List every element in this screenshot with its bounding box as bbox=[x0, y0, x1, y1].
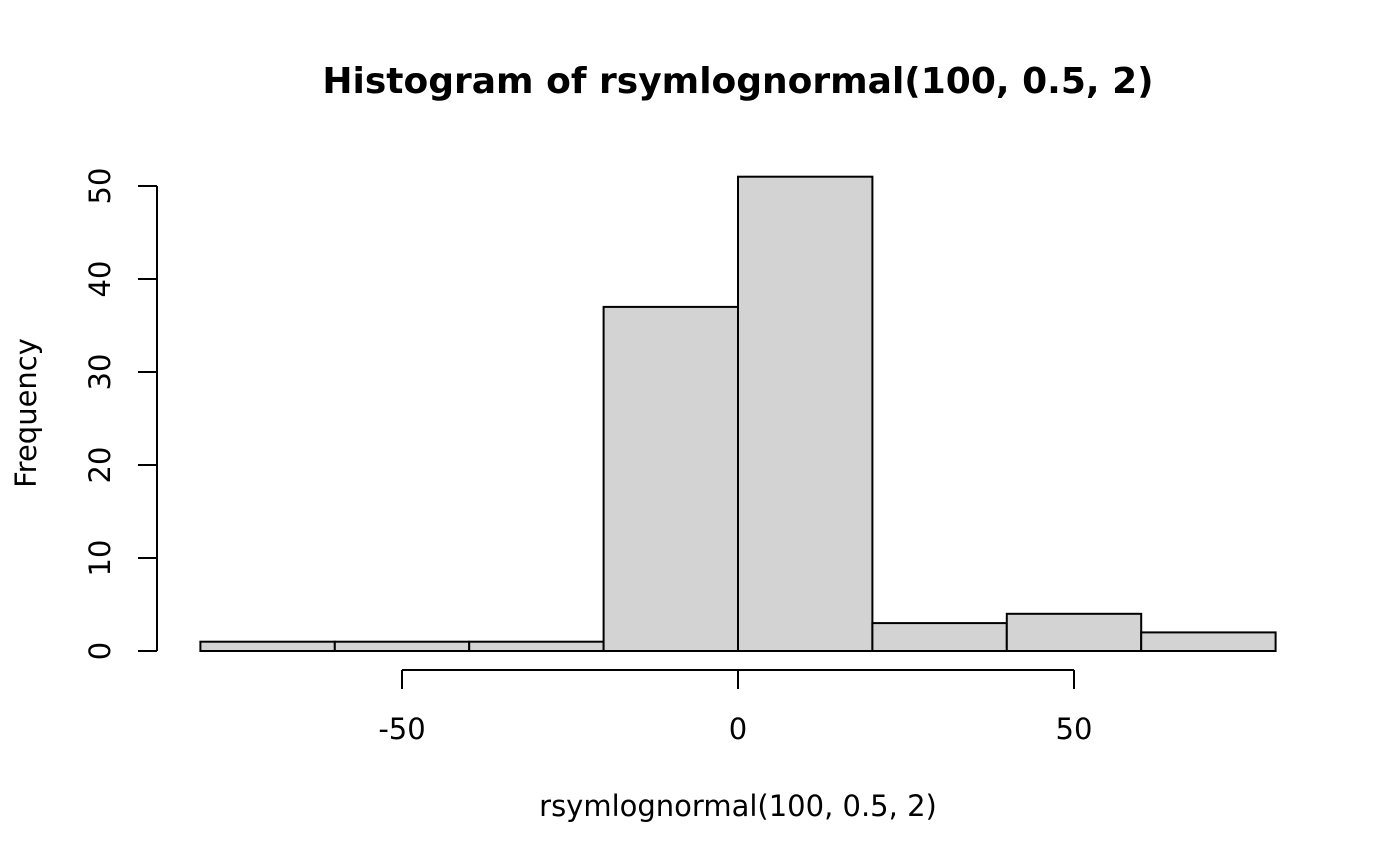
y-tick-label: 10 bbox=[83, 540, 117, 577]
y-axis-label: Frequency bbox=[9, 338, 43, 488]
histogram-bar bbox=[737, 175, 874, 652]
x-axis-label: rsymlognormal(100, 0.5, 2) bbox=[539, 789, 937, 823]
histogram-bar bbox=[333, 640, 471, 653]
y-tick-label: 40 bbox=[83, 261, 117, 298]
histogram-bar bbox=[602, 305, 739, 652]
histogram-bar bbox=[199, 640, 336, 653]
histogram-bar bbox=[1005, 612, 1143, 652]
y-tick-label: 20 bbox=[83, 447, 117, 484]
y-tick-label: 0 bbox=[83, 642, 117, 660]
histogram-bar bbox=[468, 640, 605, 653]
x-axis: -50 0 50 bbox=[378, 669, 1093, 746]
histogram-bar bbox=[1140, 631, 1277, 653]
chart-title: Histogram of rsymlognormal(100, 0.5, 2) bbox=[322, 61, 1153, 102]
x-tick-label: 0 bbox=[729, 712, 747, 746]
y-tick-label: 30 bbox=[83, 354, 117, 391]
histogram-bar bbox=[871, 622, 1008, 652]
y-tick-label: 50 bbox=[83, 168, 117, 205]
x-tick-label: -50 bbox=[378, 712, 425, 746]
y-axis: 0 10 20 30 40 50 bbox=[83, 168, 158, 660]
bars-group bbox=[199, 175, 1277, 653]
x-tick-label: 50 bbox=[1056, 712, 1093, 746]
